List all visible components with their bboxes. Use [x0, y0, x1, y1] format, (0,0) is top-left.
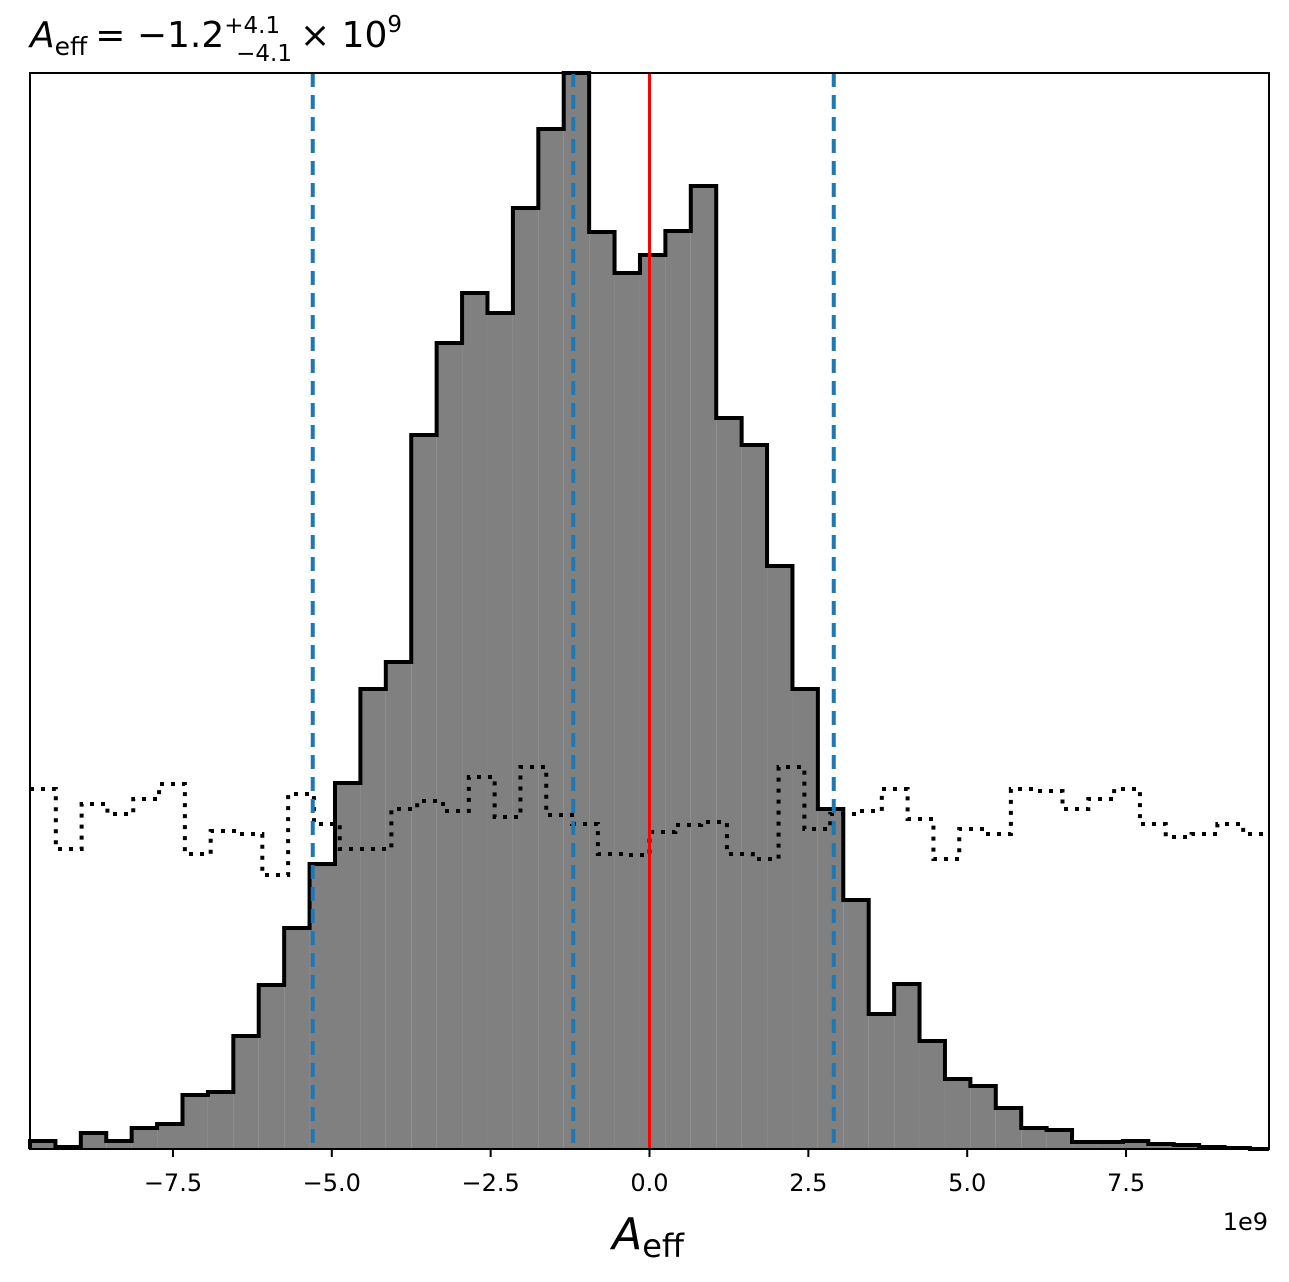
posterior-bar [512, 208, 539, 1149]
posterior-bar [995, 1108, 1022, 1149]
posterior-bar [868, 1014, 895, 1149]
title-symbol: A [28, 15, 55, 56]
posterior-bar [665, 231, 691, 1149]
chart-title: Aeff = −1.2+4.1 −4.1 × 109 [28, 12, 402, 67]
x-tick-label: −5.0 [303, 1169, 361, 1197]
posterior-bar [462, 293, 488, 1149]
posterior-bar [919, 1041, 945, 1149]
x-tick-label: 0.0 [630, 1169, 668, 1197]
posterior-bar [1072, 1142, 1098, 1149]
posterior-bar [106, 1141, 132, 1149]
posterior-bar [80, 1133, 107, 1149]
posterior-bar [1122, 1141, 1149, 1149]
posterior-bar [792, 689, 818, 1149]
posterior-bar [690, 186, 717, 1149]
posterior-bar [563, 73, 590, 1149]
posterior-bar [30, 1141, 56, 1149]
title-times: × 10 [300, 15, 387, 56]
posterior-outline [28, 71, 1269, 1151]
posterior-bar [182, 1095, 208, 1149]
posterior-bar [385, 662, 412, 1149]
posterior-bar [970, 1086, 996, 1149]
posterior-bar [1021, 1128, 1047, 1149]
x-label-subscript: eff [642, 1227, 685, 1265]
plot-layer [28, 71, 1269, 1151]
posterior-bar [487, 313, 513, 1149]
posterior-bar [1097, 1142, 1123, 1149]
posterior-bar [639, 255, 666, 1149]
posterior-bar [1046, 1130, 1073, 1149]
title-power: 9 [387, 12, 402, 38]
posterior-bar [360, 689, 386, 1149]
posterior-bar [589, 232, 615, 1149]
posterior-bar [207, 1092, 234, 1149]
posterior-bar [944, 1079, 971, 1149]
title-value: = −1.2 [95, 15, 224, 56]
x-label-symbol: A [609, 1209, 642, 1260]
posterior-bar [157, 1124, 183, 1149]
posterior-bar [614, 273, 640, 1149]
posterior-bar [894, 984, 920, 1149]
posterior-bar [817, 809, 844, 1149]
x-tick-label: 7.5 [1107, 1169, 1145, 1197]
posterior-bar [716, 418, 742, 1149]
posterior-bar [741, 445, 768, 1149]
posterior-bar [258, 985, 285, 1149]
posterior-bar [131, 1128, 158, 1149]
x-axis-label: Aeff [609, 1209, 685, 1265]
posterior-bar [233, 1036, 259, 1149]
title-upper-error: +4.1 [224, 13, 280, 39]
posterior-bar [411, 435, 437, 1149]
posterior-bar [334, 783, 361, 1149]
posterior-bar [538, 129, 564, 1149]
posterior-bar [284, 928, 310, 1149]
x-tick-label: −7.5 [144, 1169, 202, 1197]
x-tick-label: 5.0 [948, 1169, 986, 1197]
title-subscript: eff [55, 32, 88, 61]
posterior-bar [436, 343, 463, 1149]
x-tick-label: −2.5 [462, 1169, 520, 1197]
x-axis: −7.5 −5.0 −2.5 0.0 2.5 5.0 7.5 [144, 1149, 1145, 1197]
x-axis-offset-label: 1e9 [1223, 1208, 1268, 1236]
x-tick-label: 2.5 [789, 1169, 827, 1197]
posterior-bar [843, 900, 869, 1149]
posterior-bar [1148, 1144, 1174, 1149]
title-lower-error: −4.1 [236, 41, 292, 67]
